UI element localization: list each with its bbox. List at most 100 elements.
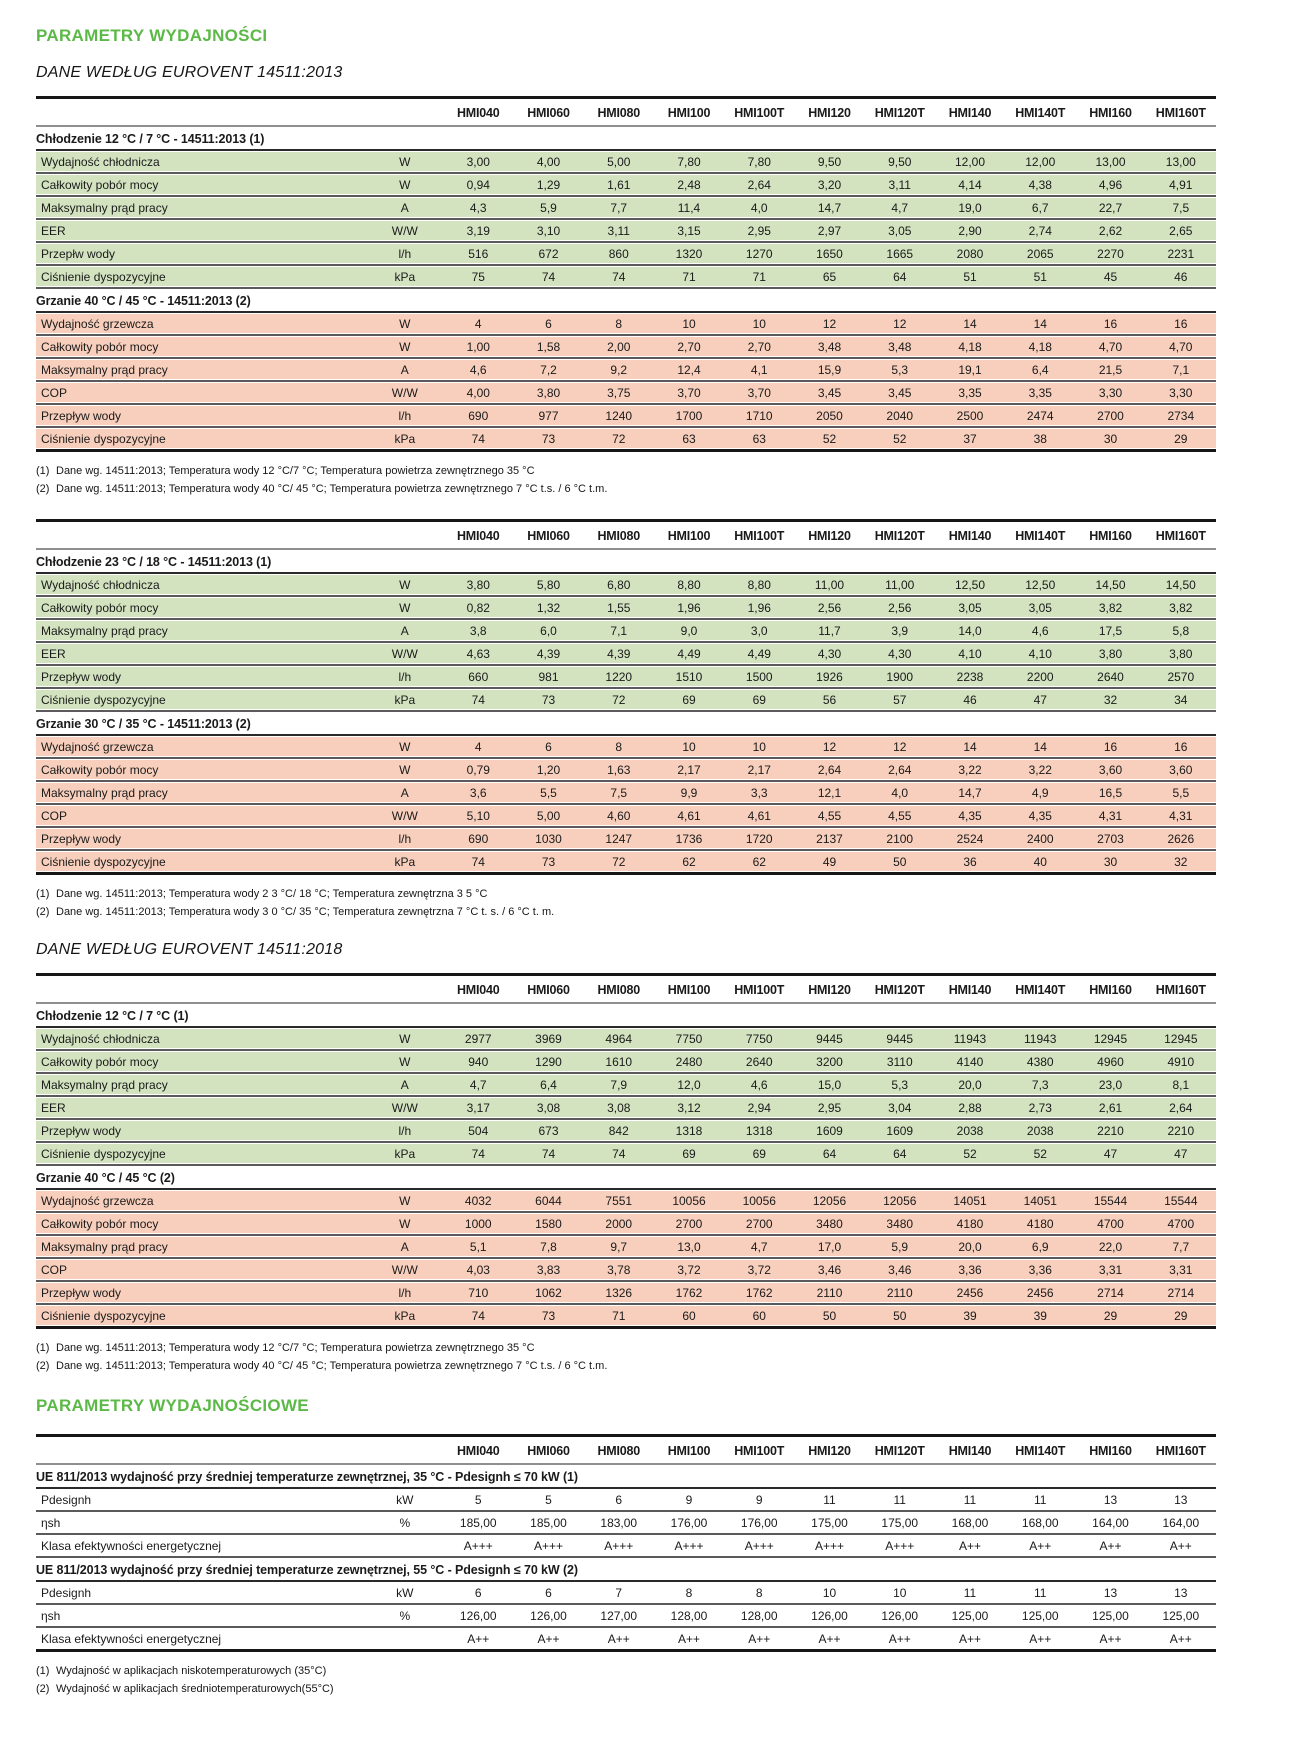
- value-cell: 12,50: [934, 572, 1006, 597]
- value-cell: 1000: [443, 1212, 514, 1237]
- value-cell: 11: [794, 1488, 865, 1513]
- value-cell: 2714: [1075, 1281, 1146, 1306]
- footnote-number: (2): [36, 482, 50, 495]
- value-cell: 6,4: [1005, 358, 1076, 382]
- value-cell: 2100: [864, 826, 935, 851]
- column-header: HMI160: [1075, 1435, 1146, 1466]
- table-row: Całkowity pobór mocy W 940 1290 1610 2480 2640…: [36, 1050, 1216, 1075]
- column-header: HMI160: [1075, 974, 1146, 1005]
- row-unit: [366, 1534, 444, 1559]
- value-cell: 3,80: [1075, 641, 1146, 666]
- value-cell: 2703: [1075, 826, 1146, 851]
- value-cell: 74: [443, 1142, 514, 1167]
- table-row: Ciśnienie dyspozycyjne kPa 75 74 74 71 71 65 64 5…: [36, 265, 1216, 289]
- value-cell: A++: [1075, 1534, 1146, 1559]
- value-cell: 5,00: [583, 150, 654, 174]
- value-cell: 4,91: [1145, 173, 1216, 197]
- row-label: Wydajność grzewcza: [36, 312, 367, 336]
- value-cell: 164,00: [1145, 1511, 1216, 1536]
- value-cell: 29: [1145, 427, 1216, 452]
- value-cell: 3,0: [724, 618, 795, 643]
- footnote: (2) Dane wg. 14511:2013; Temperatura wody…: [36, 1359, 1216, 1374]
- row-label: Ciśnienie dyspozycyjne: [36, 849, 367, 875]
- value-cell: 3,12: [653, 1096, 725, 1121]
- table-row: Ciśnienie dyspozycyjne kPa 74 73 72 63 63 52 52 3…: [36, 427, 1216, 452]
- value-cell: 6,80: [583, 572, 654, 597]
- value-cell: 12: [864, 734, 935, 759]
- value-cell: 10: [864, 1581, 935, 1606]
- value-cell: 60: [724, 1304, 795, 1329]
- value-cell: 2065: [1005, 242, 1076, 266]
- table-row: Wydajność chłodnicza W 2977 3969 4964 7750 775…: [36, 1027, 1216, 1052]
- value-cell: 2137: [794, 826, 865, 851]
- row-label: ηsh: [36, 1511, 367, 1536]
- table-row: Maksymalny prąd pracy A 3,8 6,0 7,1 9,0 3,0 11,…: [36, 618, 1216, 643]
- column-header: HMI100T: [724, 974, 795, 1005]
- value-cell: 3,72: [724, 1258, 795, 1283]
- value-cell: 128,00: [724, 1604, 795, 1629]
- value-cell: 2040: [864, 404, 935, 428]
- value-cell: 62: [724, 849, 795, 875]
- value-cell: 3,80: [513, 381, 584, 405]
- section-title: Chłodzenie 23 °C / 18 °C - 14511:2013 (1…: [36, 548, 1216, 574]
- value-cell: 7,8: [513, 1235, 584, 1260]
- value-cell: 1,63: [583, 757, 654, 782]
- row-unit: kPa: [366, 1304, 444, 1329]
- value-cell: 176,00: [653, 1511, 725, 1536]
- value-cell: 3,45: [794, 381, 865, 405]
- value-cell: 4140: [934, 1050, 1006, 1075]
- section-title: Grzanie 40 °C / 45 °C (2): [36, 1165, 1216, 1191]
- value-cell: 940: [443, 1050, 514, 1075]
- row-label-header: [36, 97, 367, 127]
- table-row: ηsh% 126,00 126,00 127,00 128,00 128,00 126,00…: [36, 1604, 1216, 1629]
- table-row: Wydajność chłodnicza W 3,80 5,80 6,80 8,80 8,8…: [36, 572, 1216, 597]
- value-cell: 50: [864, 849, 935, 875]
- row-unit: l/h: [366, 664, 444, 689]
- value-cell: 2270: [1075, 242, 1146, 266]
- value-cell: 710: [443, 1281, 514, 1306]
- value-cell: 2,64: [864, 757, 935, 782]
- value-cell: 32: [1075, 687, 1146, 712]
- value-cell: 2977: [443, 1027, 514, 1052]
- value-cell: 22,0: [1075, 1235, 1146, 1260]
- column-header: HMI120T: [864, 1435, 935, 1466]
- value-cell: 3,00: [443, 150, 514, 174]
- value-cell: 14: [1005, 734, 1076, 759]
- row-unit: A: [366, 358, 444, 382]
- column-header: HMI100T: [724, 520, 795, 550]
- value-cell: 1926: [794, 664, 865, 689]
- column-header: HMI120: [794, 1435, 865, 1466]
- value-cell: 1,55: [583, 595, 654, 620]
- value-cell: 175,00: [794, 1511, 865, 1536]
- row-label: Przepływ wody: [36, 404, 367, 428]
- value-cell: 9445: [794, 1027, 865, 1052]
- value-cell: 660: [443, 664, 514, 689]
- row-label: Maksymalny prąd pracy: [36, 1073, 367, 1098]
- value-cell: 45: [1075, 265, 1146, 289]
- value-cell: 3,83: [513, 1258, 584, 1283]
- value-cell: 52: [1005, 1142, 1076, 1167]
- value-cell: 2,64: [724, 173, 795, 197]
- value-cell: 5,9: [864, 1235, 935, 1260]
- row-label: EER: [36, 219, 367, 243]
- row-unit: kW: [366, 1581, 444, 1606]
- value-cell: 0,82: [443, 595, 514, 620]
- row-unit: l/h: [366, 404, 444, 428]
- value-cell: 10: [653, 734, 725, 759]
- table-row: Przepływ wody l/h 660 981 1220 1510 1500 1926 19…: [36, 664, 1216, 689]
- value-cell: 126,00: [794, 1604, 865, 1629]
- value-cell: 127,00: [583, 1604, 654, 1629]
- value-cell: 2210: [1145, 1119, 1216, 1144]
- value-cell: 3,78: [583, 1258, 654, 1283]
- value-cell: 52: [934, 1142, 1006, 1167]
- value-cell: 2080: [934, 242, 1006, 266]
- value-cell: 2238: [934, 664, 1006, 689]
- value-cell: 125,00: [934, 1604, 1006, 1629]
- value-cell: 12,0: [653, 1073, 725, 1098]
- row-unit: kPa: [366, 1142, 444, 1167]
- value-cell: 10: [653, 312, 725, 336]
- value-cell: 4,61: [653, 803, 725, 828]
- column-header-row: HMI040 HMI060 HMI080 HMI100 HMI100T HMI120 HMI…: [36, 520, 1216, 550]
- value-cell: 2038: [1005, 1119, 1076, 1144]
- value-cell: 29: [1075, 1304, 1146, 1329]
